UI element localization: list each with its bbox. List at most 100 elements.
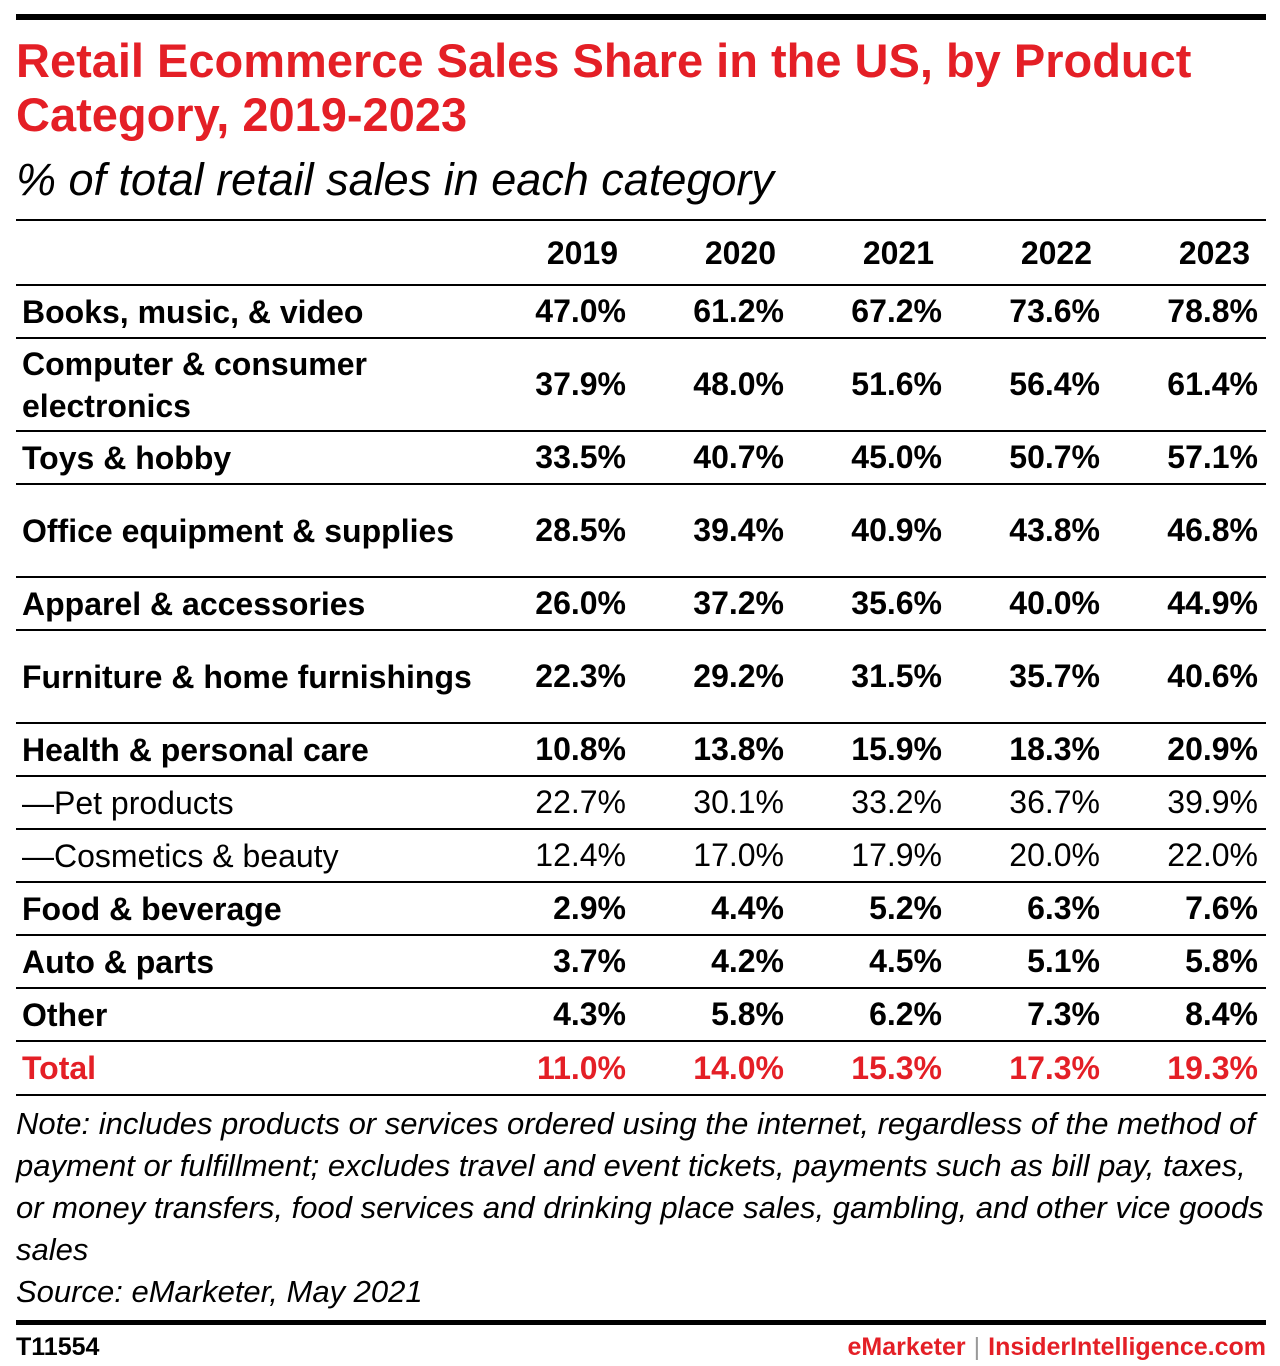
brand-footer: eMarketer | InsiderIntelligence.com (848, 1333, 1267, 1362)
brand-insider-intelligence: InsiderIntelligence.com (988, 1333, 1266, 1361)
header-year: 2023 (1108, 222, 1266, 286)
table-row: Office equipment & supplies 28.5% 39.4% … (16, 484, 1266, 578)
cell-value: 8.4% (1108, 988, 1266, 1042)
cell-value: 36.7% (950, 776, 1108, 830)
top-rule (16, 14, 1266, 20)
cell-value: 35.6% (792, 577, 950, 631)
table-row: Computer & consumer electronics 37.9% 48… (16, 338, 1266, 432)
cell-value: 67.2% (792, 285, 950, 339)
cell-value: 13.8% (634, 723, 792, 777)
bottom-rule (16, 1320, 1266, 1325)
cell-value: 28.5% (476, 484, 634, 578)
cell-value: 5.8% (634, 988, 792, 1042)
cell-value: 22.7% (476, 776, 634, 830)
table-row: Toys & hobby 33.5% 40.7% 45.0% 50.7% 57.… (16, 431, 1266, 485)
cell-value: 6.3% (950, 882, 1108, 936)
table-row: Books, music, & video 47.0% 61.2% 67.2% … (16, 285, 1266, 339)
row-label: Apparel & accessories (16, 577, 476, 631)
cell-value: 73.6% (950, 285, 1108, 339)
cell-value: 33.5% (476, 431, 634, 485)
table-row: Health & personal care 10.8% 13.8% 15.9%… (16, 723, 1266, 777)
cell-value: 47.0% (476, 285, 634, 339)
table-row: —Cosmetics & beauty 12.4% 17.0% 17.9% 20… (16, 829, 1266, 883)
cell-value: 7.3% (950, 988, 1108, 1042)
row-label: Other (16, 988, 476, 1042)
chart-id: T11554 (16, 1333, 100, 1361)
cell-value: 40.0% (950, 577, 1108, 631)
header-year: 2021 (792, 222, 950, 286)
cell-value: 7.6% (1108, 882, 1266, 936)
cell-value: 37.9% (476, 338, 634, 432)
table-row: Furniture & home furnishings 22.3% 29.2%… (16, 630, 1266, 724)
cell-value: 17.9% (792, 829, 950, 883)
subtitle-rule (16, 219, 1266, 221)
cell-value: 6.2% (792, 988, 950, 1042)
total-row: Total 11.0% 14.0% 15.3% 17.3% 19.3% (16, 1041, 1266, 1096)
cell-value: 12.4% (476, 829, 634, 883)
cell-value: 14.0% (634, 1041, 792, 1096)
row-label: Auto & parts (16, 935, 476, 989)
cell-value: 20.0% (950, 829, 1108, 883)
header-year: 2020 (634, 222, 792, 286)
cell-value: 10.8% (476, 723, 634, 777)
cell-value: 5.1% (950, 935, 1108, 989)
row-label: Toys & hobby (16, 431, 476, 485)
row-label: Furniture & home furnishings (16, 630, 476, 724)
cell-value: 17.0% (634, 829, 792, 883)
note-text: Note: includes products or services orde… (16, 1106, 1264, 1267)
cell-value: 61.4% (1108, 338, 1266, 432)
cell-value: 46.8% (1108, 484, 1266, 578)
row-label: Office equipment & supplies (16, 484, 476, 578)
cell-value: 4.4% (634, 882, 792, 936)
cell-value: 26.0% (476, 577, 634, 631)
table-row: Apparel & accessories 26.0% 37.2% 35.6% … (16, 577, 1266, 631)
cell-value: 37.2% (634, 577, 792, 631)
cell-value: 57.1% (1108, 431, 1266, 485)
cell-value: 45.0% (792, 431, 950, 485)
table-row: Auto & parts 3.7% 4.2% 4.5% 5.1% 5.8% (16, 935, 1266, 989)
cell-value: 22.0% (1108, 829, 1266, 883)
row-label: Food & beverage (16, 882, 476, 936)
header-label-cell (16, 222, 476, 286)
row-label: Computer & consumer electronics (16, 338, 476, 432)
cell-value: 18.3% (950, 723, 1108, 777)
table-row: —Pet products 22.7% 30.1% 33.2% 36.7% 39… (16, 776, 1266, 830)
cell-value: 39.9% (1108, 776, 1266, 830)
cell-value: 29.2% (634, 630, 792, 724)
chart-title: Retail Ecommerce Sales Share in the US, … (16, 34, 1192, 141)
row-label: Health & personal care (16, 723, 476, 777)
brand-separator: | (973, 1333, 981, 1361)
source-text: Source: eMarketer, May 2021 (16, 1274, 423, 1309)
cell-value: 4.5% (792, 935, 950, 989)
cell-value: 40.9% (792, 484, 950, 578)
cell-value: 44.9% (1108, 577, 1266, 631)
cell-value: 4.3% (476, 988, 634, 1042)
cell-value: 2.9% (476, 882, 634, 936)
row-label: —Pet products (16, 776, 476, 830)
brand-emarketer: eMarketer (847, 1333, 966, 1361)
header-year: 2019 (476, 222, 634, 286)
cell-value: 5.8% (1108, 935, 1266, 989)
cell-value: 35.7% (950, 630, 1108, 724)
row-label: —Cosmetics & beauty (16, 829, 476, 883)
cell-value: 20.9% (1108, 723, 1266, 777)
cell-value: 19.3% (1108, 1041, 1266, 1096)
cell-value: 40.6% (1108, 630, 1266, 724)
row-label: Books, music, & video (16, 285, 476, 339)
cell-value: 4.2% (634, 935, 792, 989)
cell-value: 31.5% (792, 630, 950, 724)
cell-value: 39.4% (634, 484, 792, 578)
cell-value: 30.1% (634, 776, 792, 830)
table-row: Other 4.3% 5.8% 6.2% 7.3% 8.4% (16, 988, 1266, 1042)
header-year: 2022 (950, 222, 1108, 286)
table-row: Food & beverage 2.9% 4.4% 5.2% 6.3% 7.6% (16, 882, 1266, 936)
cell-value: 15.3% (792, 1041, 950, 1096)
cell-value: 33.2% (792, 776, 950, 830)
cell-value: 43.8% (950, 484, 1108, 578)
footnote: Note: includes products or services orde… (16, 1103, 1271, 1313)
cell-value: 56.4% (950, 338, 1108, 432)
data-table: 2019 2020 2021 2022 2023 Books, music, &… (16, 222, 1266, 1096)
cell-value: 11.0% (476, 1041, 634, 1096)
row-label: Total (16, 1041, 476, 1096)
cell-value: 17.3% (950, 1041, 1108, 1096)
